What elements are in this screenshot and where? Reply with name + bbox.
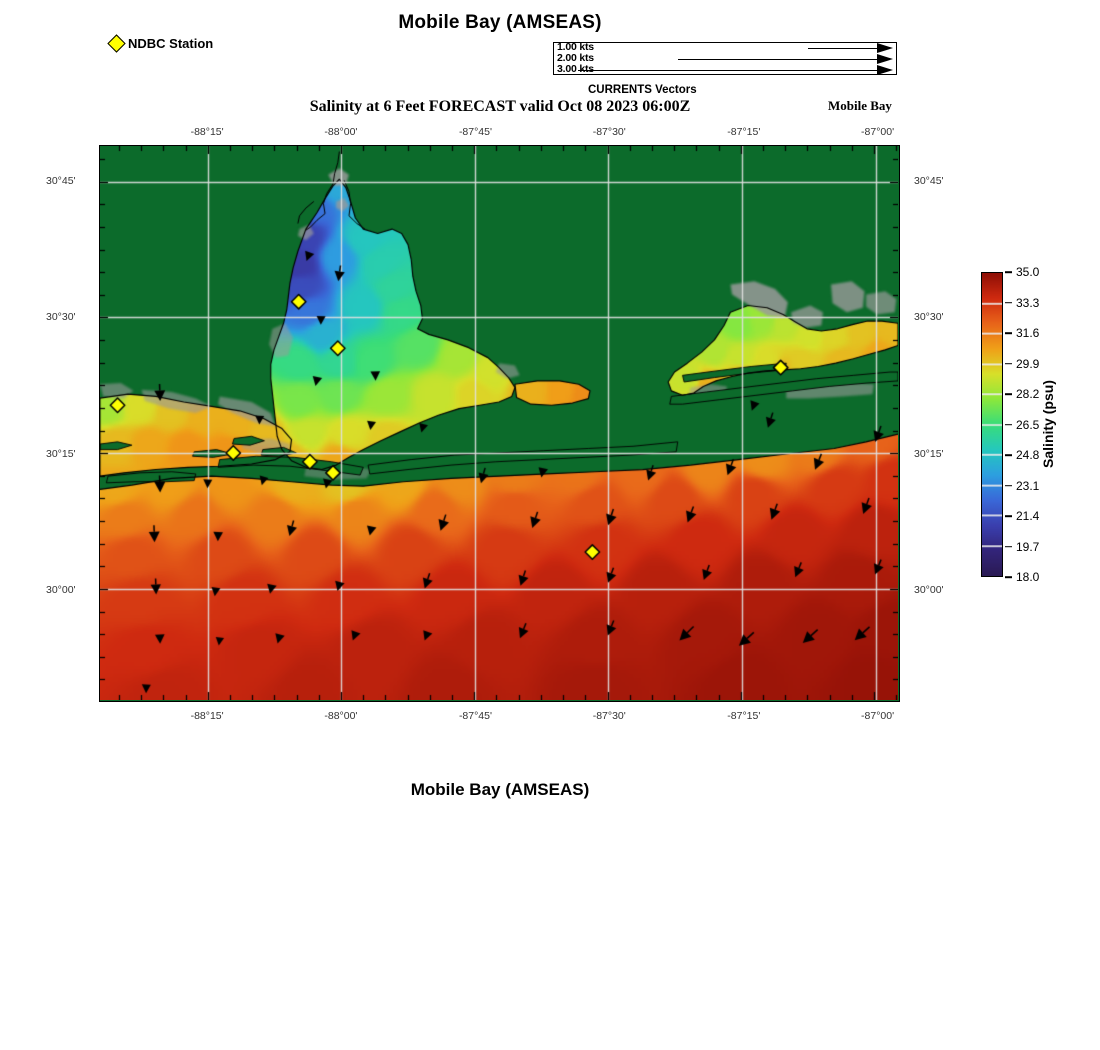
page-title: Mobile Bay (AMSEAS) [398, 12, 602, 33]
colorbar-tick [1005, 423, 1012, 426]
lon-tick-label-bottom: -87°30' [592, 710, 626, 722]
lon-tick-label-top: -87°00' [861, 126, 895, 138]
colorbar-tick [1005, 362, 1012, 365]
colorbar-gradient [982, 273, 1002, 576]
vector-legend-row: 2.00 kts [554, 52, 896, 65]
vector-legend-label: 3.00 kts [557, 63, 594, 75]
vector-legend-arrowhead-icon [877, 43, 893, 53]
region-label: Mobile Bay [828, 98, 892, 113]
colorbar-tick-label: 24.8 [1016, 448, 1040, 462]
footer-title: Mobile Bay (AMSEAS) [410, 780, 590, 799]
yellow-diamond-icon [107, 34, 126, 53]
lon-tick-label-top: -88°15' [190, 126, 224, 138]
lon-tick-label-bottom: -87°15' [727, 710, 761, 722]
lat-tick-label-right: 30°30' [914, 311, 944, 324]
colorbar-tick-label: 19.7 [1016, 539, 1040, 554]
lon-tick-label-top: -87°30' [592, 126, 626, 138]
colorbar-tick-label: 21.4 [1016, 509, 1040, 523]
lon-tick-label-top: -87°45' [458, 126, 492, 138]
colorbar-tick [1005, 576, 1012, 578]
vector-legend-shaft [808, 48, 878, 50]
vector-legend-shaft [578, 70, 878, 72]
colorbar-tick [1005, 301, 1012, 304]
lon-tick-label-top: -88°00' [324, 126, 358, 138]
currents-vector-legend: 1.00 kts 2.00 kts 3.00 kts [553, 42, 897, 75]
vector-legend-label: 1.00 kts [557, 41, 594, 53]
ndbc-station-legend: NDBC Station [107, 34, 214, 53]
vector-legend-shaft [678, 59, 878, 61]
lon-tick-label-bottom: -87°45' [458, 710, 492, 722]
lon-tick-label-top: -87°15' [727, 126, 761, 138]
lat-tick-label-left: 30°30' [46, 311, 76, 324]
lat-tick-label-left: 30°00' [46, 584, 76, 597]
vector-legend-label: 2.00 kts [557, 52, 594, 64]
colorbar-tick [1005, 332, 1012, 334]
vector-legend-arrowhead-icon [877, 54, 893, 64]
vector-legend-row: 3.00 kts [554, 63, 896, 76]
colorbar-tick [1005, 484, 1012, 487]
colorbar-tick [1005, 545, 1012, 548]
lat-tick-label-right: 30°15' [914, 447, 944, 460]
lon-tick-label-bottom: -88°15' [190, 710, 224, 722]
lat-tick-label-left: 30°15' [46, 447, 76, 460]
currents-vector-legend-caption: CURRENTS Vectors [588, 84, 697, 96]
lon-tick-label-bottom: -88°00' [324, 710, 358, 722]
colorbar-tick-label: 35.0 [1016, 265, 1040, 279]
ndbc-station-legend-label: NDBC Station [128, 36, 214, 51]
forecast-subtitle: Salinity at 6 Feet FORECAST valid Oct 08… [309, 98, 691, 115]
colorbar-tick-label: 29.9 [1016, 356, 1040, 371]
colorbar-title: Salinity (psu) [1040, 380, 1056, 468]
colorbar-tick [1005, 515, 1012, 517]
colorbar [981, 272, 1003, 577]
colorbar-tick [1005, 454, 1012, 456]
vector-legend-row: 1.00 kts [554, 41, 896, 54]
salinity-field-canvas [100, 146, 898, 700]
colorbar-tick-label: 28.2 [1016, 387, 1040, 401]
lat-tick-label-right: 30°45' [914, 174, 944, 187]
colorbar-tick-label: 33.3 [1016, 295, 1040, 310]
colorbar-tick-label: 23.1 [1016, 478, 1040, 493]
lat-tick-label-left: 30°45' [46, 174, 76, 187]
lon-tick-label-bottom: -87°00' [861, 710, 895, 722]
map-plot-area[interactable] [99, 145, 900, 702]
colorbar-tick-label: 26.5 [1016, 417, 1040, 432]
colorbar-tick [1005, 271, 1012, 273]
colorbar-tick-label: 18.0 [1016, 570, 1040, 584]
vector-legend-arrowhead-icon [877, 65, 893, 75]
lat-tick-label-right: 30°00' [914, 584, 944, 597]
colorbar-tick [1005, 393, 1012, 395]
colorbar-tick-label: 31.6 [1016, 326, 1040, 340]
